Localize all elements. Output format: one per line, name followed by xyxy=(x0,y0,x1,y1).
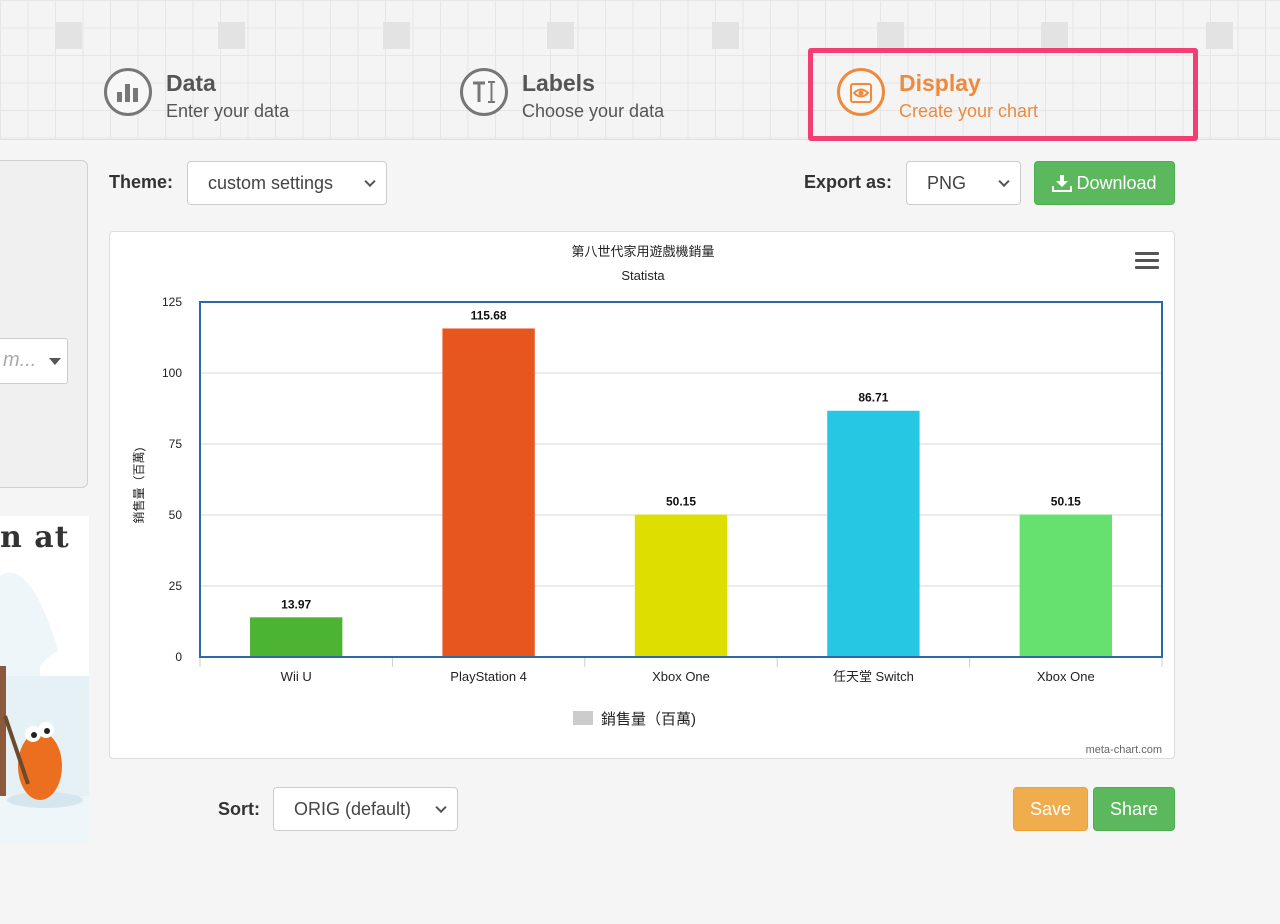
y-tick-label: 0 xyxy=(175,650,182,664)
data-label: 115.68 xyxy=(471,308,507,322)
decorative-square xyxy=(383,22,410,49)
promo-text: n at xyxy=(0,520,70,555)
eye-icon xyxy=(837,68,885,116)
step-subtitle: Enter your data xyxy=(166,101,290,121)
y-tick-label: 50 xyxy=(169,508,183,522)
legend-label: 銷售量（百萬) xyxy=(601,711,696,728)
decorative-square xyxy=(55,22,82,49)
x-tick-label: Xbox One xyxy=(1037,669,1095,684)
decorative-square xyxy=(547,22,574,49)
y-tick-label: 100 xyxy=(162,366,182,380)
step-title: Labels xyxy=(522,70,595,96)
share-label: Share xyxy=(1109,798,1159,819)
export-label: Export as: xyxy=(804,172,893,192)
decorative-square xyxy=(218,22,245,49)
step-subtitle: Create your chart xyxy=(899,101,1039,121)
bar xyxy=(1019,514,1112,657)
step-data[interactable]: Data Enter your data xyxy=(104,68,289,124)
bar-chart-icon xyxy=(104,68,152,116)
download-button[interactable]: Download xyxy=(1034,161,1175,205)
hamburger-menu-icon[interactable] xyxy=(1135,252,1159,272)
highlight-frame xyxy=(808,48,1198,141)
bar xyxy=(250,617,343,657)
x-tick-label: PlayStation 4 xyxy=(450,669,527,684)
data-label: 50.15 xyxy=(1051,495,1081,509)
data-label: 86.71 xyxy=(858,391,888,405)
share-button[interactable]: Share xyxy=(1093,787,1175,831)
chart-card: 第八世代家用遊戲機銷量 Statista 0 25 50 75 100 125 銷售量（百萬) 1… xyxy=(109,231,1175,759)
step-subtitle: Choose your data xyxy=(522,101,665,121)
chevron-down-icon xyxy=(435,801,447,814)
x-tick-label: Xbox One xyxy=(652,669,710,684)
chart-subtitle: Statista xyxy=(621,268,665,283)
bar-chart: 第八世代家用遊戲機銷量 Statista 0 25 50 75 100 125 銷售量（百萬) 1… xyxy=(131,244,1163,756)
theme-select-value: custom settings xyxy=(208,172,334,193)
decorative-square xyxy=(712,22,739,49)
save-label: Save xyxy=(1029,798,1072,819)
export-select-value: PNG xyxy=(927,172,967,193)
chevron-down-icon xyxy=(998,175,1010,188)
step-display[interactable]: Display Create your chart xyxy=(837,68,1038,124)
y-axis-label: 銷售量（百萬) xyxy=(131,447,146,523)
chevron-down-icon xyxy=(364,175,376,188)
decorative-square xyxy=(877,22,904,49)
bar xyxy=(827,410,920,657)
y-tick-label: 125 xyxy=(162,295,182,309)
chart-title: 第八世代家用遊戲機銷量 xyxy=(571,244,714,259)
text-cursor-icon xyxy=(460,68,508,116)
theme-label: Theme: xyxy=(109,172,174,192)
caret-down-icon xyxy=(49,358,61,365)
export-select[interactable]: PNG xyxy=(906,161,1021,205)
y-tick-label: 25 xyxy=(169,579,183,593)
bar xyxy=(634,514,728,657)
step-title: Display xyxy=(899,70,981,96)
download-label: Download xyxy=(1076,172,1157,193)
y-tick-label: 75 xyxy=(169,437,183,451)
legend-swatch xyxy=(573,711,593,725)
data-label: 50.15 xyxy=(666,495,696,509)
left-select-value: m... xyxy=(3,349,37,371)
bar xyxy=(442,328,535,657)
x-tick-label: 任天堂 Switch xyxy=(833,669,914,684)
promo-illustration xyxy=(0,572,89,844)
step-labels[interactable]: Labels Choose your data xyxy=(460,68,664,124)
save-button[interactable]: Save xyxy=(1013,787,1088,831)
step-title: Data xyxy=(166,70,216,96)
steps-header: Data Enter your data Labels Choose your … xyxy=(0,0,1280,140)
chart-credit: meta-chart.com xyxy=(1086,744,1162,756)
sort-select-value: ORIG (default) xyxy=(294,798,412,819)
plot-border xyxy=(199,301,1163,658)
data-label: 13.97 xyxy=(281,597,311,611)
left-panel xyxy=(0,160,88,488)
sort-select[interactable]: ORIG (default) xyxy=(273,787,458,831)
decorative-square xyxy=(1206,22,1233,49)
decorative-square xyxy=(1041,22,1068,49)
promo-image: n at xyxy=(0,516,89,844)
x-tick-label: Wii U xyxy=(281,669,312,684)
download-icon xyxy=(1052,175,1073,192)
sort-label: Sort: xyxy=(218,799,260,819)
theme-select[interactable]: custom settings xyxy=(187,161,387,205)
left-select[interactable]: m... xyxy=(0,338,68,384)
